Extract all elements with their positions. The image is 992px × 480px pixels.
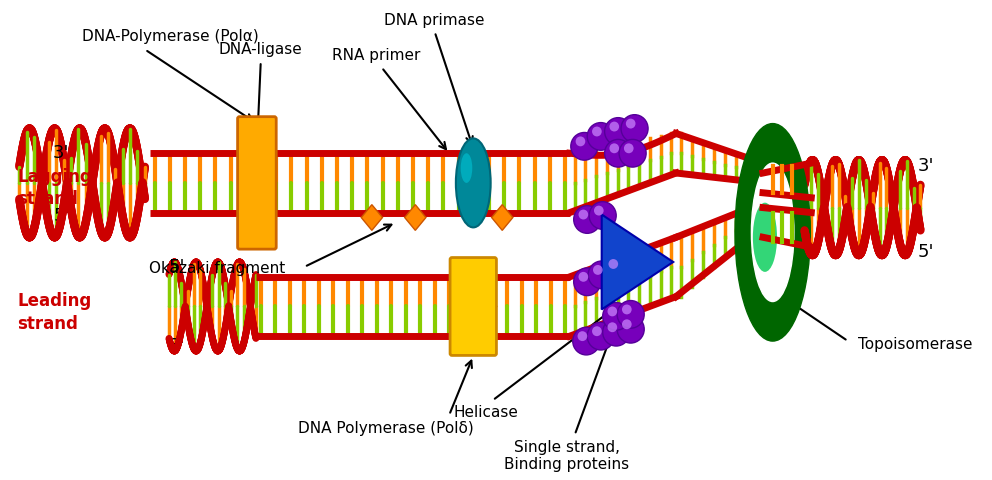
- Circle shape: [588, 261, 615, 288]
- Circle shape: [624, 144, 634, 153]
- Text: Leading
strand: Leading strand: [18, 292, 91, 333]
- Polygon shape: [405, 204, 426, 230]
- Circle shape: [570, 132, 598, 160]
- Circle shape: [619, 139, 646, 167]
- Polygon shape: [602, 215, 674, 310]
- Circle shape: [573, 268, 601, 296]
- Text: DNA Polymerase (Polδ): DNA Polymerase (Polδ): [299, 421, 474, 436]
- Ellipse shape: [753, 203, 777, 272]
- Polygon shape: [492, 204, 513, 230]
- Circle shape: [608, 259, 618, 269]
- Circle shape: [626, 119, 636, 129]
- Circle shape: [592, 127, 602, 136]
- Ellipse shape: [460, 153, 472, 183]
- Circle shape: [617, 300, 644, 328]
- Text: Single strand,
Binding proteins: Single strand, Binding proteins: [504, 440, 630, 472]
- FancyBboxPatch shape: [450, 258, 496, 355]
- Polygon shape: [361, 204, 383, 230]
- Circle shape: [578, 272, 588, 282]
- Circle shape: [603, 302, 630, 330]
- Circle shape: [609, 144, 619, 153]
- Circle shape: [575, 136, 585, 146]
- Circle shape: [607, 322, 617, 332]
- Circle shape: [593, 265, 603, 275]
- Circle shape: [604, 255, 631, 283]
- Circle shape: [622, 304, 632, 314]
- Circle shape: [604, 118, 632, 145]
- Text: 3': 3': [169, 337, 186, 355]
- FancyBboxPatch shape: [238, 117, 276, 249]
- Text: 5': 5': [918, 243, 934, 261]
- Ellipse shape: [735, 123, 810, 341]
- Circle shape: [594, 205, 604, 216]
- Text: 5': 5': [54, 206, 69, 225]
- Circle shape: [609, 121, 619, 132]
- Circle shape: [617, 315, 644, 343]
- Circle shape: [587, 322, 614, 350]
- Circle shape: [621, 115, 648, 143]
- Circle shape: [573, 205, 601, 233]
- Text: Topoisomerase: Topoisomerase: [858, 336, 972, 351]
- Text: 3': 3': [918, 157, 934, 175]
- Text: 5': 5': [169, 258, 186, 276]
- Circle shape: [607, 307, 617, 316]
- Text: Okazaki fragment: Okazaki fragment: [149, 262, 286, 276]
- Text: DNA-Polymerase (Polα): DNA-Polymerase (Polα): [82, 29, 259, 45]
- Circle shape: [577, 331, 587, 341]
- Text: RNA primer: RNA primer: [332, 48, 421, 63]
- Circle shape: [578, 210, 588, 219]
- Circle shape: [603, 318, 630, 346]
- Ellipse shape: [751, 163, 794, 301]
- Circle shape: [589, 202, 616, 229]
- Text: 3': 3': [54, 144, 69, 162]
- Circle shape: [592, 326, 602, 336]
- Circle shape: [572, 327, 600, 355]
- Ellipse shape: [456, 138, 491, 228]
- Circle shape: [604, 139, 632, 167]
- Text: Lagging
strand: Lagging strand: [18, 168, 92, 208]
- Text: DNA-ligase: DNA-ligase: [219, 42, 303, 57]
- Circle shape: [587, 122, 614, 150]
- Text: Helicase: Helicase: [453, 405, 518, 420]
- Circle shape: [622, 319, 632, 329]
- Text: DNA primase: DNA primase: [384, 12, 485, 28]
